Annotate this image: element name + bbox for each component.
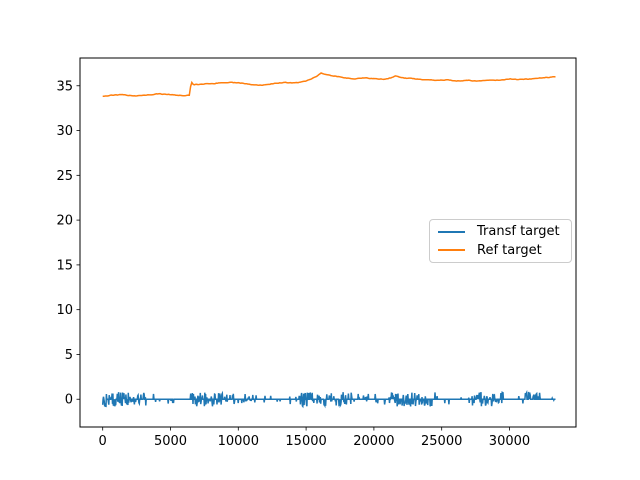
x-tick-label: 0 bbox=[99, 434, 107, 449]
x-tick-label: 20000 bbox=[353, 434, 394, 449]
legend: Transf target Ref target bbox=[429, 219, 572, 263]
y-tick-label: 25 bbox=[56, 169, 73, 184]
x-tick-label: 15000 bbox=[285, 434, 326, 449]
y-tick-label: 5 bbox=[65, 348, 73, 363]
y-tick-label: 20 bbox=[56, 214, 73, 229]
x-tick-label: 10000 bbox=[218, 434, 259, 449]
axes-border bbox=[79, 57, 577, 428]
legend-line-sample-ref bbox=[438, 249, 465, 252]
y-tick-label: 30 bbox=[56, 124, 73, 139]
x-tick-label: 30000 bbox=[489, 434, 530, 449]
series-ref-target-line bbox=[102, 72, 556, 98]
series-transf-target-line bbox=[101, 389, 556, 409]
y-tick-label: 15 bbox=[56, 258, 73, 273]
y-tick-label: 35 bbox=[56, 79, 73, 94]
x-tick-label: 25000 bbox=[421, 434, 462, 449]
legend-entry-transf-target: Transf target bbox=[438, 223, 563, 241]
x-tick-label: 5000 bbox=[154, 434, 187, 449]
legend-label-transf: Transf target bbox=[477, 224, 560, 240]
y-tick-label: 10 bbox=[56, 303, 73, 318]
y-tick-label: 0 bbox=[65, 393, 73, 408]
legend-label-ref: Ref target bbox=[477, 242, 542, 258]
legend-line-sample-transf bbox=[438, 230, 465, 233]
legend-entry-ref-target: Ref target bbox=[438, 241, 563, 259]
